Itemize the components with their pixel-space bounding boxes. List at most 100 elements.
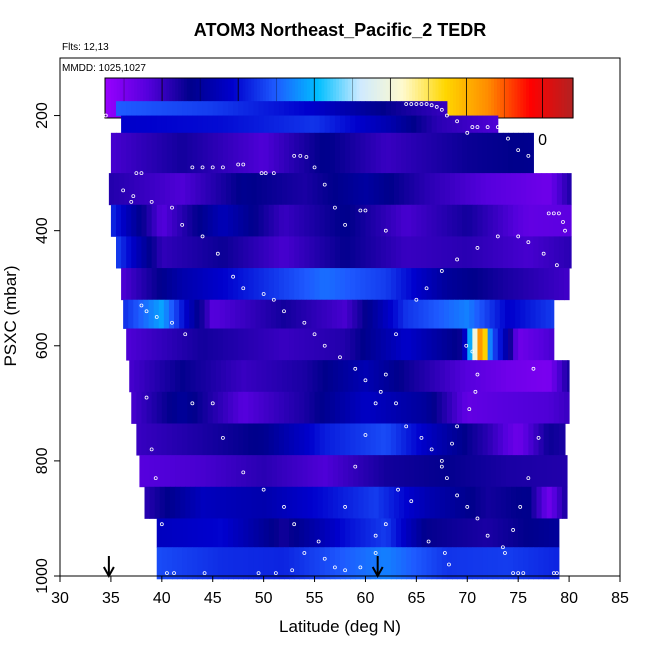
heatmap-cell <box>355 115 361 134</box>
heatmap-cell <box>200 486 207 519</box>
heatmap-cell <box>462 391 468 424</box>
heatmap-cell <box>492 423 499 456</box>
heatmap-cell <box>268 101 275 116</box>
heatmap-cell <box>329 115 336 134</box>
heatmap-cell <box>324 132 331 174</box>
heatmap-cell <box>284 268 290 301</box>
heatmap-cell <box>268 518 275 548</box>
heatmap-cell <box>485 455 492 488</box>
heatmap-cell <box>474 299 480 329</box>
observation-marker <box>273 571 278 576</box>
heatmap-cell <box>385 391 392 424</box>
observation-marker <box>464 343 469 348</box>
heatmap-cell <box>175 173 181 206</box>
heatmap-cell <box>248 391 254 424</box>
heatmap-cell <box>225 173 232 206</box>
heatmap-cell <box>278 391 285 424</box>
heatmap-cell <box>209 299 216 329</box>
heatmap-cell <box>378 486 385 519</box>
heatmap-cell <box>284 518 290 548</box>
heatmap-cell <box>205 360 212 393</box>
heatmap-cell <box>273 268 280 301</box>
colorbar-swatch <box>377 78 381 118</box>
heatmap-cell <box>200 360 207 393</box>
observation-marker <box>271 171 276 176</box>
colorbar-swatch <box>181 78 185 118</box>
heatmap-cell <box>543 423 550 456</box>
heatmap-cell <box>396 391 402 424</box>
heatmap-cell <box>548 204 555 237</box>
heatmap-cell <box>396 423 402 456</box>
colorbar-swatch <box>368 78 372 118</box>
observation-marker <box>426 539 431 544</box>
heatmap-cell <box>243 518 249 548</box>
observation-marker <box>139 303 144 308</box>
heatmap-cell <box>151 204 158 237</box>
observation-marker <box>501 545 505 550</box>
heatmap-cell <box>373 455 380 488</box>
heatmap-cell <box>177 547 183 580</box>
colorbar-swatch <box>172 78 176 118</box>
colorbar-swatch <box>268 78 273 118</box>
heatmap-cell <box>110 132 117 174</box>
heatmap-cell <box>370 101 377 116</box>
heatmap-cell <box>253 204 260 237</box>
heatmap-cell <box>289 268 295 301</box>
heatmap-cell <box>265 299 272 329</box>
heatmap-cell <box>470 486 476 519</box>
heatmap-cell <box>113 173 120 206</box>
heatmap-cell <box>248 204 254 237</box>
heatmap-cell <box>187 101 193 116</box>
heatmap-cell <box>350 547 356 580</box>
heatmap-cell <box>446 268 453 301</box>
colorbar-swatch <box>175 78 179 118</box>
heatmap-cell <box>177 518 183 548</box>
heatmap-cell <box>161 115 168 134</box>
heatmap-cell <box>253 101 260 116</box>
heatmap-cell <box>416 547 422 580</box>
heatmap-cell <box>151 268 158 301</box>
heatmap-cell <box>192 518 198 548</box>
heatmap-cell <box>431 268 438 301</box>
heatmap-cell <box>200 173 207 206</box>
heatmap-cell <box>273 236 280 269</box>
heatmap-cell <box>294 268 300 301</box>
heatmap-cell <box>217 204 224 237</box>
heatmap-cell <box>202 391 209 424</box>
heatmap-cell <box>370 391 377 424</box>
latitude-arrow-head <box>102 566 115 579</box>
heatmap-cell <box>398 299 404 329</box>
heatmap-cell <box>151 423 158 456</box>
heatmap-cell <box>141 132 148 174</box>
heatmap-cell <box>355 132 361 174</box>
heatmap-cell <box>228 268 234 301</box>
heatmap-cell <box>296 299 302 329</box>
heatmap-cell <box>268 328 275 361</box>
x-tick-label: 60 <box>357 590 375 607</box>
heatmap-cell <box>375 518 382 548</box>
heatmap-cell <box>443 299 450 329</box>
heatmap-cell <box>345 101 351 116</box>
heatmap-cell <box>492 391 499 424</box>
heatmap-cell <box>136 115 142 134</box>
heatmap-cell <box>551 173 558 206</box>
heatmap-cell <box>348 486 354 519</box>
heatmap-cell <box>523 204 529 237</box>
observation-marker <box>419 435 424 440</box>
heatmap-cell <box>441 204 448 237</box>
heatmap-cell <box>309 101 316 116</box>
observation-marker <box>316 539 321 544</box>
heatmap-cell <box>276 455 283 488</box>
heatmap-cell <box>360 391 366 424</box>
heatmap-cell <box>426 268 433 301</box>
heatmap-cell <box>187 547 193 580</box>
heatmap-cell <box>187 328 193 361</box>
heatmap-cell <box>297 486 303 519</box>
observation-marker <box>103 113 108 118</box>
heatmap-cell <box>175 360 181 393</box>
heatmap-cell <box>508 236 514 269</box>
heatmap-cell <box>212 547 219 580</box>
observation-marker <box>343 505 347 509</box>
colorbar-swatch <box>113 78 118 118</box>
heatmap-cell <box>207 204 214 237</box>
